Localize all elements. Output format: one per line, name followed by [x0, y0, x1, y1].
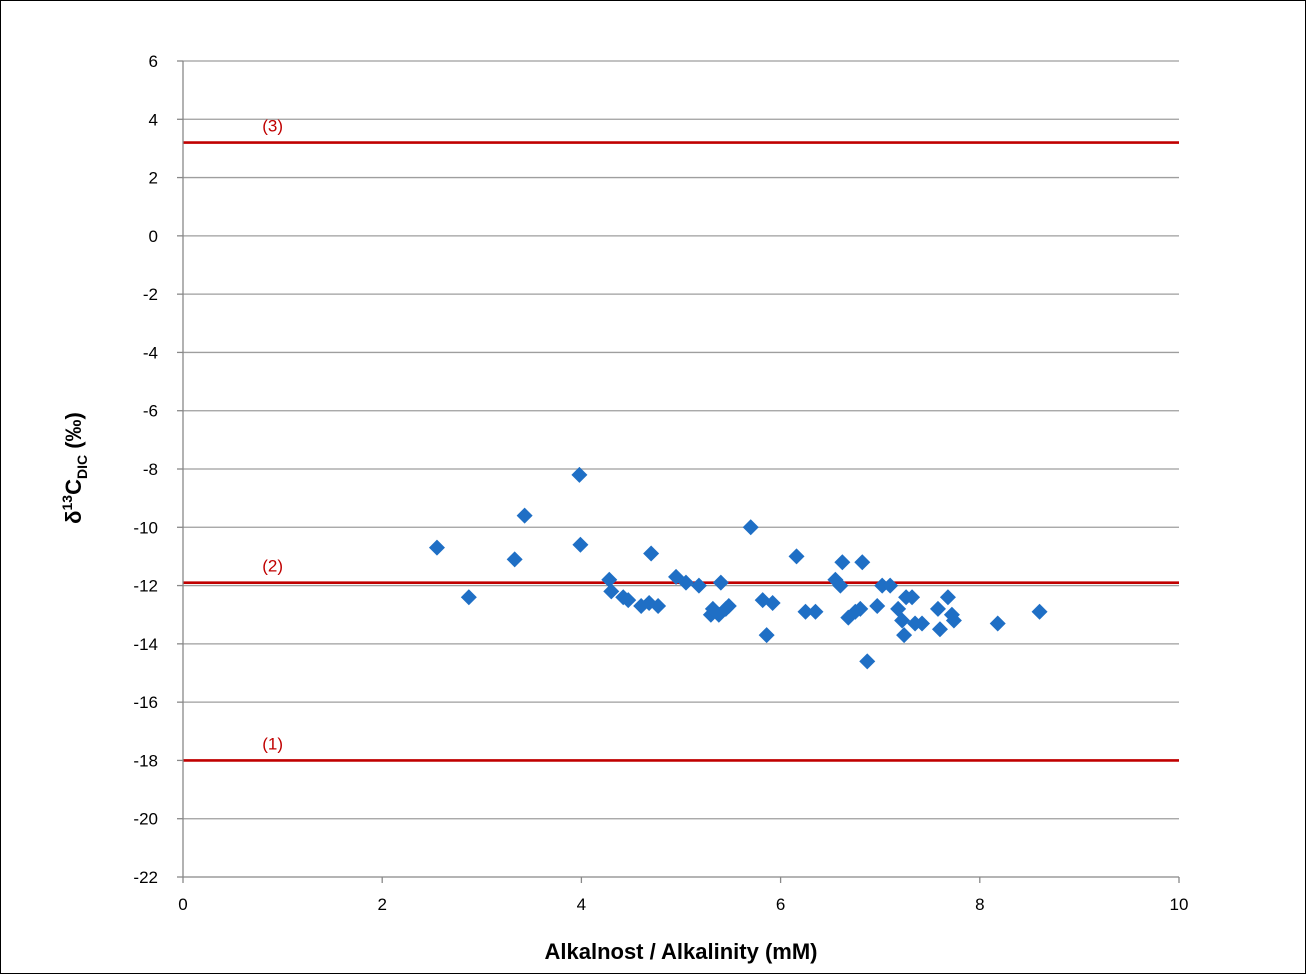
- data-point: [1031, 603, 1048, 620]
- data-point: [788, 548, 805, 565]
- data-point: [601, 571, 618, 588]
- x-tick-label: 2: [377, 895, 386, 914]
- data-point: [650, 597, 667, 614]
- axes: [177, 60, 1180, 883]
- data-point: [852, 600, 869, 617]
- y-axis-title: δ13CDIC (‰): [59, 412, 90, 524]
- y-title-superscript: 13: [59, 495, 75, 511]
- data-point: [506, 551, 523, 568]
- data-point: [742, 519, 759, 536]
- reference-lines: (3) (2) (1): [183, 117, 1179, 762]
- data-point: [894, 612, 911, 629]
- data-point: [712, 574, 729, 591]
- data-point: [945, 612, 962, 629]
- reference-line-label: (2): [262, 557, 283, 576]
- data-point: [854, 554, 871, 571]
- reference-line-label: (1): [262, 734, 283, 753]
- data-point: [572, 536, 589, 553]
- data-point: [690, 577, 707, 594]
- y-tick-label: 6: [149, 52, 158, 71]
- data-point: [764, 595, 781, 612]
- x-axis-title: Alkalnost / Alkalinity (mM): [544, 939, 817, 964]
- data-point: [834, 554, 851, 571]
- data-point: [869, 597, 886, 614]
- tick-labels: 6 4 2 0 -2 -4 -6 -8 -10 -12 -14 -16 -18 -20 -22 0 2 4 6 8 10: [133, 52, 1188, 914]
- data-point: [720, 597, 737, 614]
- y-tick-label: 4: [149, 110, 158, 129]
- y-tick-label: -12: [133, 577, 158, 596]
- data-point: [460, 589, 477, 606]
- x-tick-label: 8: [975, 895, 984, 914]
- y-tick-label: -4: [143, 343, 158, 362]
- y-title-prefix: δ: [61, 511, 86, 524]
- data-point: [931, 621, 948, 638]
- data-point: [807, 603, 824, 620]
- x-tick-label: 10: [1170, 895, 1189, 914]
- y-title-subscript: DIC: [74, 455, 90, 479]
- data-point: [571, 466, 588, 483]
- x-tick-label: 6: [776, 895, 785, 914]
- data-point: [929, 600, 946, 617]
- reference-line-label: (3): [262, 117, 283, 136]
- y-tick-label: -16: [133, 693, 158, 712]
- y-tick-label: -22: [133, 868, 158, 887]
- y-tick-label: -20: [133, 810, 158, 829]
- y-title-suffix: (‰): [61, 412, 86, 455]
- y-tick-label: 2: [149, 169, 158, 188]
- data-point: [677, 574, 694, 591]
- data-point: [832, 577, 849, 594]
- x-tick-label: 4: [577, 895, 586, 914]
- y-tick-label: -10: [133, 518, 158, 537]
- y-tick-label: -2: [143, 285, 158, 304]
- data-point: [643, 545, 660, 562]
- data-point: [428, 539, 445, 556]
- data-point: [896, 627, 913, 644]
- y-tick-label: 0: [149, 227, 158, 246]
- y-tick-label: -14: [133, 635, 158, 654]
- data-point: [797, 603, 814, 620]
- data-point: [758, 627, 775, 644]
- y-title-main: C: [61, 479, 86, 495]
- data-point: [516, 507, 533, 524]
- data-point: [904, 589, 921, 606]
- y-tick-label: -8: [143, 460, 158, 479]
- data-point: [620, 592, 637, 609]
- data-points: [428, 466, 1048, 670]
- data-point: [603, 583, 620, 600]
- data-point: [989, 615, 1006, 632]
- y-tick-label: -18: [133, 751, 158, 770]
- data-point: [882, 577, 899, 594]
- grid-lines: [183, 60, 1179, 820]
- data-point: [939, 589, 956, 606]
- data-point: [914, 615, 931, 632]
- x-tick-label: 0: [178, 895, 187, 914]
- data-point: [859, 653, 876, 670]
- y-tick-label: -6: [143, 402, 158, 421]
